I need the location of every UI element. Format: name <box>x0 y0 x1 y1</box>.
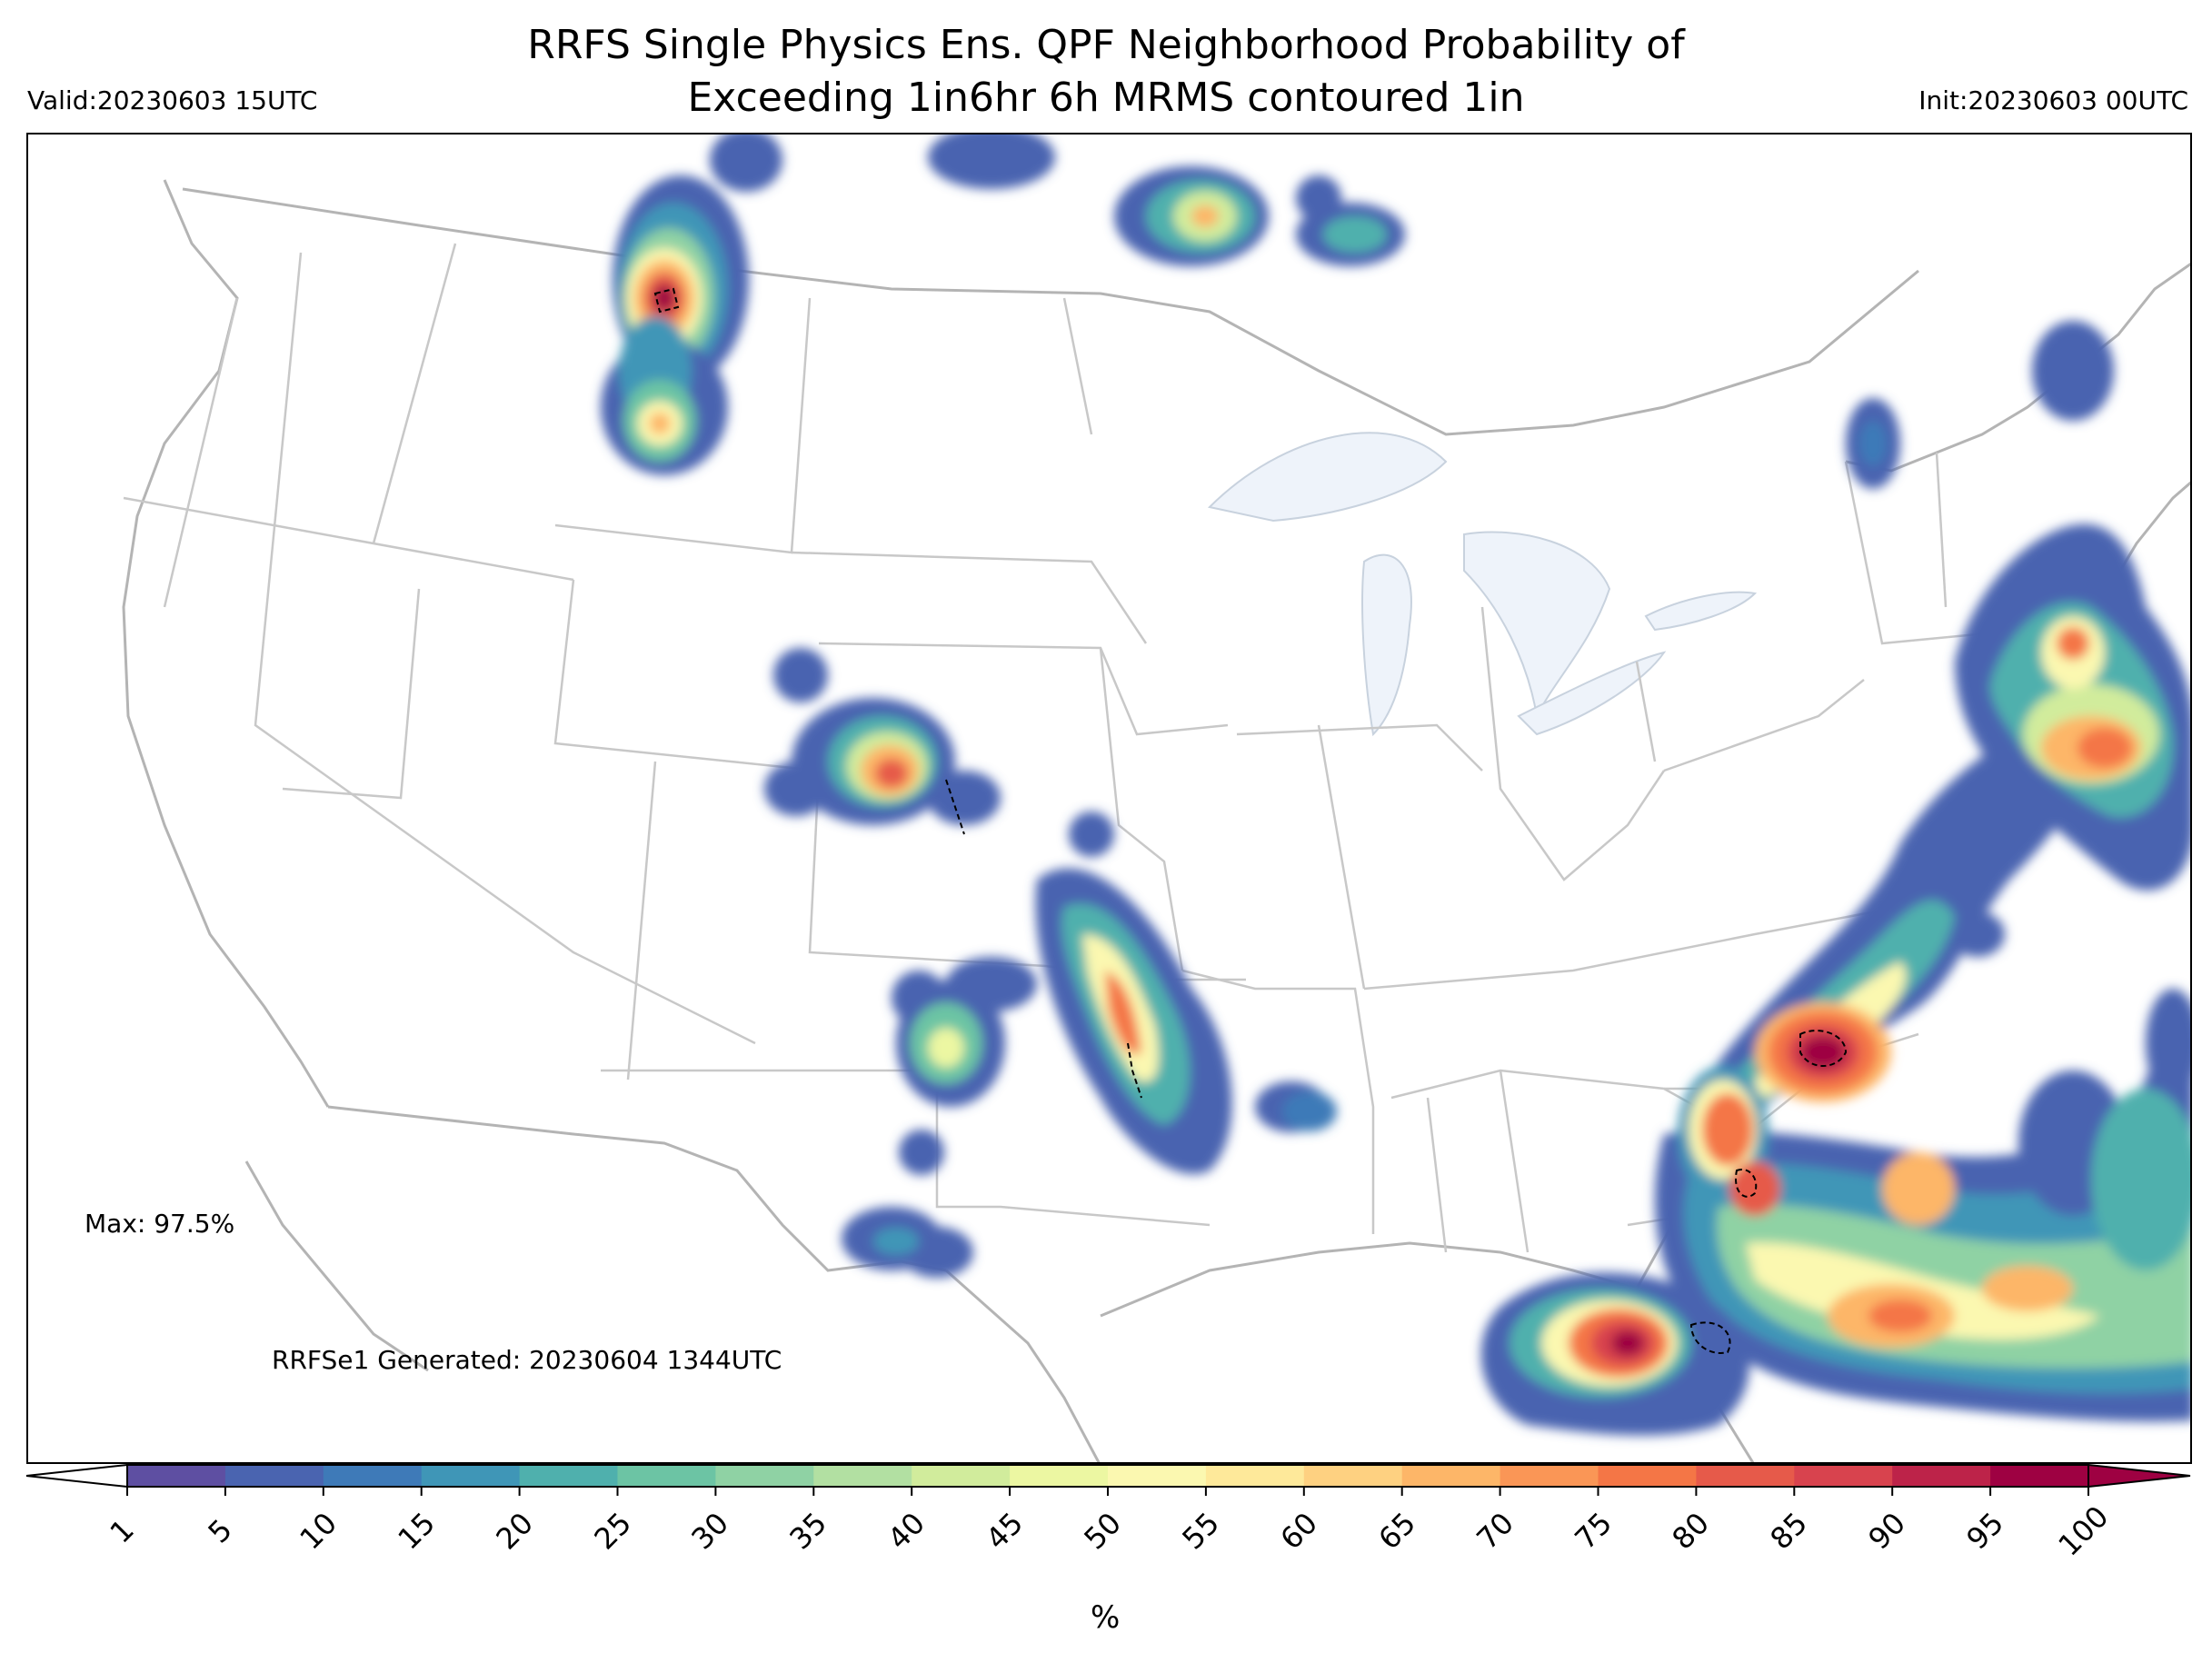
lake-ontario <box>1644 591 1758 632</box>
blob-colorado-kansas <box>764 698 1001 825</box>
max-value-label: Max: 97.5% <box>85 1209 235 1239</box>
great-lakes <box>1207 432 1758 737</box>
colorbar-tick-label: 5 <box>201 1512 239 1550</box>
colorbar-segment <box>1205 1465 1305 1487</box>
blob-texas-west <box>842 1207 973 1278</box>
colorbar-tick-label: 25 <box>586 1505 638 1557</box>
blob-gulf-florida <box>1480 1272 1749 1436</box>
colorbar-tick-label: 30 <box>684 1505 736 1557</box>
state-borders <box>123 243 2074 1253</box>
blob-louisiana <box>1282 1091 1337 1131</box>
colorbar-tick-label: 40 <box>881 1505 932 1557</box>
colorbar-tick-label: 60 <box>1273 1505 1324 1557</box>
title-line-1: RRFS Single Physics Ens. QPF Neighborhoo… <box>527 22 1685 68</box>
colorbar-segment <box>1892 1465 1991 1487</box>
colorbar-tick-label: 15 <box>391 1505 442 1557</box>
colorbar-segment <box>1500 1465 1599 1487</box>
colorbar-tick-label: 85 <box>1763 1505 1815 1557</box>
blob-canada-ontario <box>1114 166 1269 266</box>
colorbar-segment <box>617 1465 716 1487</box>
valid-time-label: Valid:20230603 15UTC <box>27 85 318 115</box>
colorbar-tick-label: 35 <box>782 1505 834 1557</box>
lake-michigan <box>1361 553 1412 737</box>
blob-nebraska-north <box>773 648 828 702</box>
colorbar-tick-label: 45 <box>979 1505 1031 1557</box>
title-line-2: Exceeding 1in6hr 6h MRMS contoured 1in <box>687 75 1525 121</box>
colorbar-extend-high <box>2087 1463 2191 1489</box>
colorbar-tick-label: 70 <box>1470 1505 1520 1557</box>
blob-carolinas <box>1673 716 2090 1164</box>
blob-georgia-coast <box>1678 1066 1780 1216</box>
colorbar-segment <box>323 1465 423 1487</box>
colorbar-segment <box>715 1465 814 1487</box>
probability-field <box>601 134 2190 1436</box>
blob-new-england <box>1950 523 2190 957</box>
colorbar-tick-label: 1 <box>103 1512 141 1550</box>
colorbar-segment <box>1990 1465 2089 1487</box>
colorbar-segment <box>1108 1465 1207 1487</box>
colorbar-segment <box>912 1465 1011 1487</box>
colorbar-tick-label: 95 <box>1959 1505 2011 1557</box>
colorbar-tick-label: 75 <box>1567 1505 1619 1557</box>
colorbar-frame <box>126 1464 2089 1488</box>
colorbar-tick-label: 100 <box>2051 1499 2116 1563</box>
lake-superior <box>1207 432 1448 523</box>
blob-maine <box>1846 321 2114 489</box>
map-canvas <box>122 134 2190 1462</box>
colorbar-tick-label: 90 <box>1861 1505 1913 1557</box>
colorbar-tick-label: 50 <box>1077 1505 1129 1557</box>
init-time-label: Init:20230603 00UTC <box>1918 85 2188 115</box>
lake-erie <box>1517 651 1667 736</box>
generated-label: RRFSe1 Generated: 20230604 1344UTC <box>272 1345 782 1375</box>
blob-oklahoma-texas <box>1035 812 1328 1174</box>
colorbar-segment <box>1598 1465 1697 1487</box>
colorbar-segment <box>1010 1465 1109 1487</box>
colorbar-segment <box>1401 1465 1501 1487</box>
blob-new-mexico-east <box>892 957 1037 1175</box>
colorbar-tick-label: 65 <box>1371 1505 1422 1557</box>
colorbar-segment <box>1303 1465 1403 1487</box>
colorbar-segment <box>421 1465 521 1487</box>
colorbar-segment <box>1794 1465 1893 1487</box>
blob-atlantic-offshore <box>1655 989 2190 1422</box>
map-panel <box>26 133 2192 1464</box>
colorbar-tick-label: 55 <box>1175 1505 1226 1557</box>
colorbar-segment <box>519 1465 618 1487</box>
lake-huron <box>1463 531 1611 720</box>
mrms-contours <box>653 287 1848 1354</box>
blob-canada-ontario-east <box>1296 175 1405 266</box>
blob-canada-border-2 <box>928 134 1055 189</box>
colorbar-segment <box>1696 1465 1795 1487</box>
international-border <box>182 187 1919 1272</box>
colorbar-tick-label: 10 <box>293 1505 344 1557</box>
colorbar-segment <box>224 1465 324 1487</box>
colorbar-segment <box>127 1465 226 1487</box>
colorbar-unit-label: % <box>1091 1599 1121 1636</box>
colorbar-segment <box>813 1465 912 1487</box>
blob-montana-south <box>601 316 728 475</box>
blob-canada-border-1 <box>710 134 782 192</box>
colorbar-extend-low <box>25 1463 128 1489</box>
colorbar-tick-label: 80 <box>1665 1505 1717 1557</box>
colorbar-tick-label: 20 <box>489 1505 540 1557</box>
